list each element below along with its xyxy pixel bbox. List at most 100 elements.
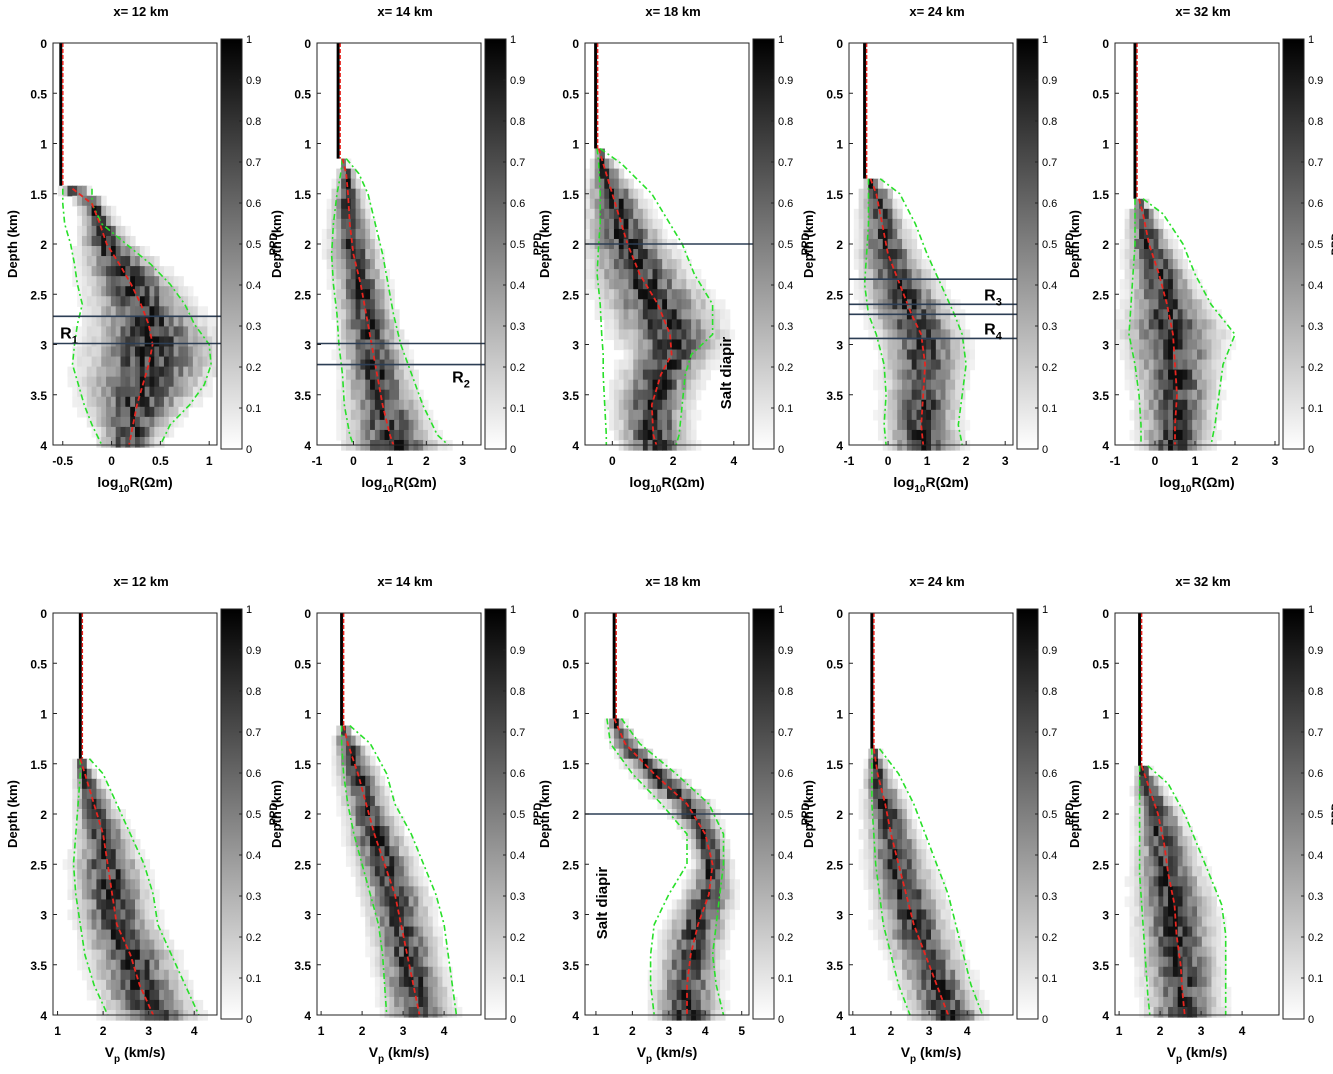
ppd-cell [365, 846, 370, 857]
ppd-cell [1187, 329, 1192, 340]
ppd-cell [77, 879, 82, 890]
ppd-cell [1211, 997, 1216, 1008]
ppd-cell [945, 339, 950, 350]
ppd-cell [1183, 289, 1188, 300]
ppd-cell [1183, 279, 1188, 290]
y-tick-label: 0 [1102, 37, 1109, 51]
ppd-cell [902, 859, 907, 870]
ppd-cell [1144, 309, 1149, 320]
ppd-cell [917, 430, 922, 441]
ppd-cell [77, 940, 82, 951]
ppd-cell [101, 809, 106, 820]
ppd-cell [672, 279, 677, 290]
panel-title: x= 18 km [645, 574, 700, 589]
ppd-cell [1168, 279, 1173, 290]
ppd-cell [917, 1000, 922, 1011]
ppd-cell [96, 970, 101, 981]
ppd-cell [365, 289, 370, 300]
ppd-cell [609, 199, 614, 210]
ppd-cell [336, 390, 341, 401]
ppd-cell [418, 957, 423, 968]
ppd-cell [1187, 400, 1192, 411]
ppd-cell [1221, 329, 1226, 340]
ppd-cell [125, 367, 130, 378]
colorbar-tick-label: 0.2 [510, 932, 525, 944]
ppd-cell [341, 319, 346, 330]
ppd-cell [917, 829, 922, 840]
ppd-cell [145, 950, 150, 961]
ppd-cell [931, 899, 936, 910]
ppd-cell [614, 380, 619, 391]
ppd-cell [950, 339, 955, 350]
ppd-cell [1163, 957, 1168, 968]
ppd-cell [725, 1000, 730, 1011]
ppd-cell [413, 957, 418, 968]
ppd-cell [198, 316, 203, 327]
ppd-cell [135, 879, 140, 890]
ppd-cell [413, 917, 418, 928]
ppd-cell [67, 879, 72, 890]
ppd-cell [1183, 967, 1188, 978]
ppd-cell [341, 329, 346, 340]
ppd-cell [116, 879, 121, 890]
ppd-cell [628, 329, 633, 340]
ppd-cell [1129, 806, 1134, 817]
ppd-cell [662, 329, 667, 340]
ppd-cell [145, 899, 150, 910]
ppd-cell [1216, 927, 1221, 938]
ppd-cell [902, 430, 907, 441]
ppd-cell [681, 920, 686, 931]
colorbar-tick-label: 0.6 [510, 768, 525, 780]
ppd-cell [950, 420, 955, 431]
ppd-cell [1173, 957, 1178, 968]
ppd-cell [135, 427, 140, 438]
ppd-cell [1129, 846, 1134, 857]
ppd-cell [121, 809, 126, 820]
ppd-cell [438, 957, 443, 968]
ppd-cell [1168, 947, 1173, 958]
ppd-cell [130, 1000, 135, 1011]
ppd-cell [111, 960, 116, 971]
ppd-cell [67, 869, 72, 880]
ppd-cell [696, 1000, 701, 1011]
ppd-cell [931, 410, 936, 421]
ppd-cell [1144, 269, 1149, 280]
ppd-cell [125, 859, 130, 870]
ppd-cell [1168, 249, 1173, 260]
ppd-cell [1187, 836, 1192, 847]
ppd-cell [1197, 420, 1202, 431]
ppd-cell [111, 326, 116, 337]
ppd-cell [868, 920, 873, 931]
ppd-cell [404, 339, 409, 350]
ppd-cell [672, 930, 677, 941]
x-tick-label: 0 [108, 454, 115, 468]
ppd-cell [341, 350, 346, 361]
ppd-cell [931, 420, 936, 431]
ppd-cell [111, 950, 116, 961]
ppd-cell [912, 960, 917, 971]
ppd-cell [686, 380, 691, 391]
ppd-cell [101, 387, 106, 398]
ppd-cell [1216, 947, 1221, 958]
ppd-cell [82, 869, 87, 880]
ppd-cell [1202, 866, 1207, 877]
ppd-cell [351, 380, 356, 391]
ppd-cell [902, 420, 907, 431]
ppd-cell [67, 889, 72, 900]
ppd-cell [1211, 360, 1216, 371]
y-tick-label: 1 [836, 708, 843, 722]
x-tick-label: 2 [423, 454, 430, 468]
ppd-cell [888, 350, 893, 361]
ppd-cell [1192, 947, 1197, 958]
ppd-cell [931, 289, 936, 300]
ppd-cell [82, 357, 87, 368]
ppd-cell [77, 206, 82, 217]
ppd-cell [1187, 937, 1192, 948]
ppd-cell [116, 427, 121, 438]
ppd-cell [1144, 249, 1149, 260]
ppd-cell [159, 306, 164, 317]
ppd-cell [696, 329, 701, 340]
ppd-cell [921, 319, 926, 330]
ppd-cell [409, 947, 414, 958]
